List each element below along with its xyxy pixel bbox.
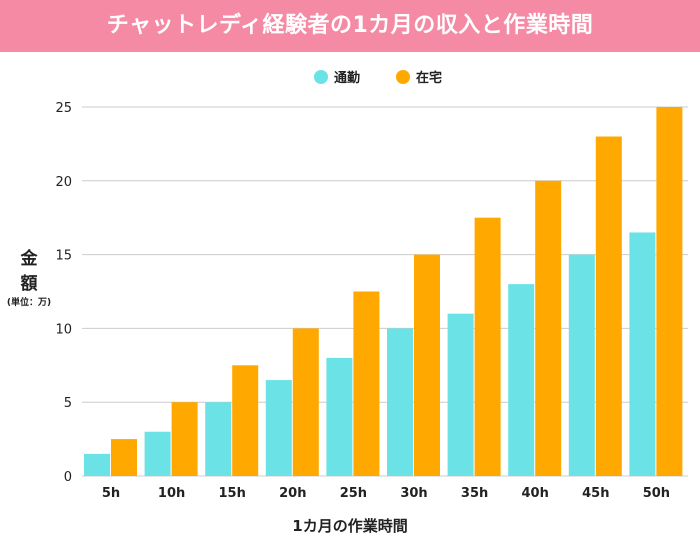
bar-home — [171, 402, 198, 476]
y-tick-label: 10 — [55, 322, 72, 337]
bar-commute — [508, 284, 535, 476]
bar-home — [111, 439, 137, 476]
x-tick-label: 30h — [400, 486, 427, 501]
bar-home — [292, 328, 319, 476]
legend-swatch-commute — [314, 70, 328, 84]
x-tick-label: 45h — [582, 486, 609, 501]
bar-commute — [265, 380, 292, 476]
bar-commute — [629, 232, 656, 476]
x-tick-label: 35h — [461, 486, 488, 501]
y-axis-unit: (単位：万) — [7, 296, 51, 308]
bar-commute — [84, 453, 110, 476]
x-tick-label: 50h — [643, 486, 670, 501]
bar-commute — [447, 313, 474, 476]
bar-commute — [568, 254, 595, 476]
x-tick-label: 15h — [219, 486, 246, 501]
x-axis-label: 1カ月の作業時間 — [292, 517, 407, 535]
x-tick-label: 10h — [158, 486, 185, 501]
legend-swatch-home — [396, 70, 410, 84]
y-tick-label: 0 — [64, 470, 72, 485]
y-tick-label: 20 — [55, 175, 72, 190]
chart-title: チャットレディ経験者の1カ月の収入と作業時間 — [106, 13, 594, 38]
x-tick-label: 5h — [102, 486, 120, 501]
y-axis-label-char: 金 — [20, 248, 39, 269]
bar-commute — [205, 402, 232, 476]
x-tick-label: 25h — [340, 486, 367, 501]
bar-home — [595, 136, 622, 476]
legend-label-commute: 通勤 — [334, 70, 360, 86]
bar-home — [414, 254, 440, 476]
y-tick-label: 15 — [55, 249, 72, 264]
legend-label-home: 在宅 — [416, 70, 442, 86]
bar-commute — [387, 328, 413, 476]
x-tick-label: 20h — [279, 486, 306, 501]
bar-home — [474, 217, 501, 476]
bar-home — [232, 365, 259, 476]
bar-commute — [144, 431, 171, 476]
x-tick-label: 40h — [522, 486, 549, 501]
bar-home — [656, 107, 683, 476]
bar-home — [535, 180, 562, 477]
bar-home — [353, 291, 380, 476]
y-tick-label: 5 — [64, 396, 72, 411]
title-bar: チャットレディ経験者の1カ月の収入と作業時間 — [0, 0, 700, 52]
y-axis-label-char: 額 — [20, 273, 38, 294]
bar-commute — [326, 357, 353, 476]
y-tick-label: 25 — [55, 101, 72, 116]
